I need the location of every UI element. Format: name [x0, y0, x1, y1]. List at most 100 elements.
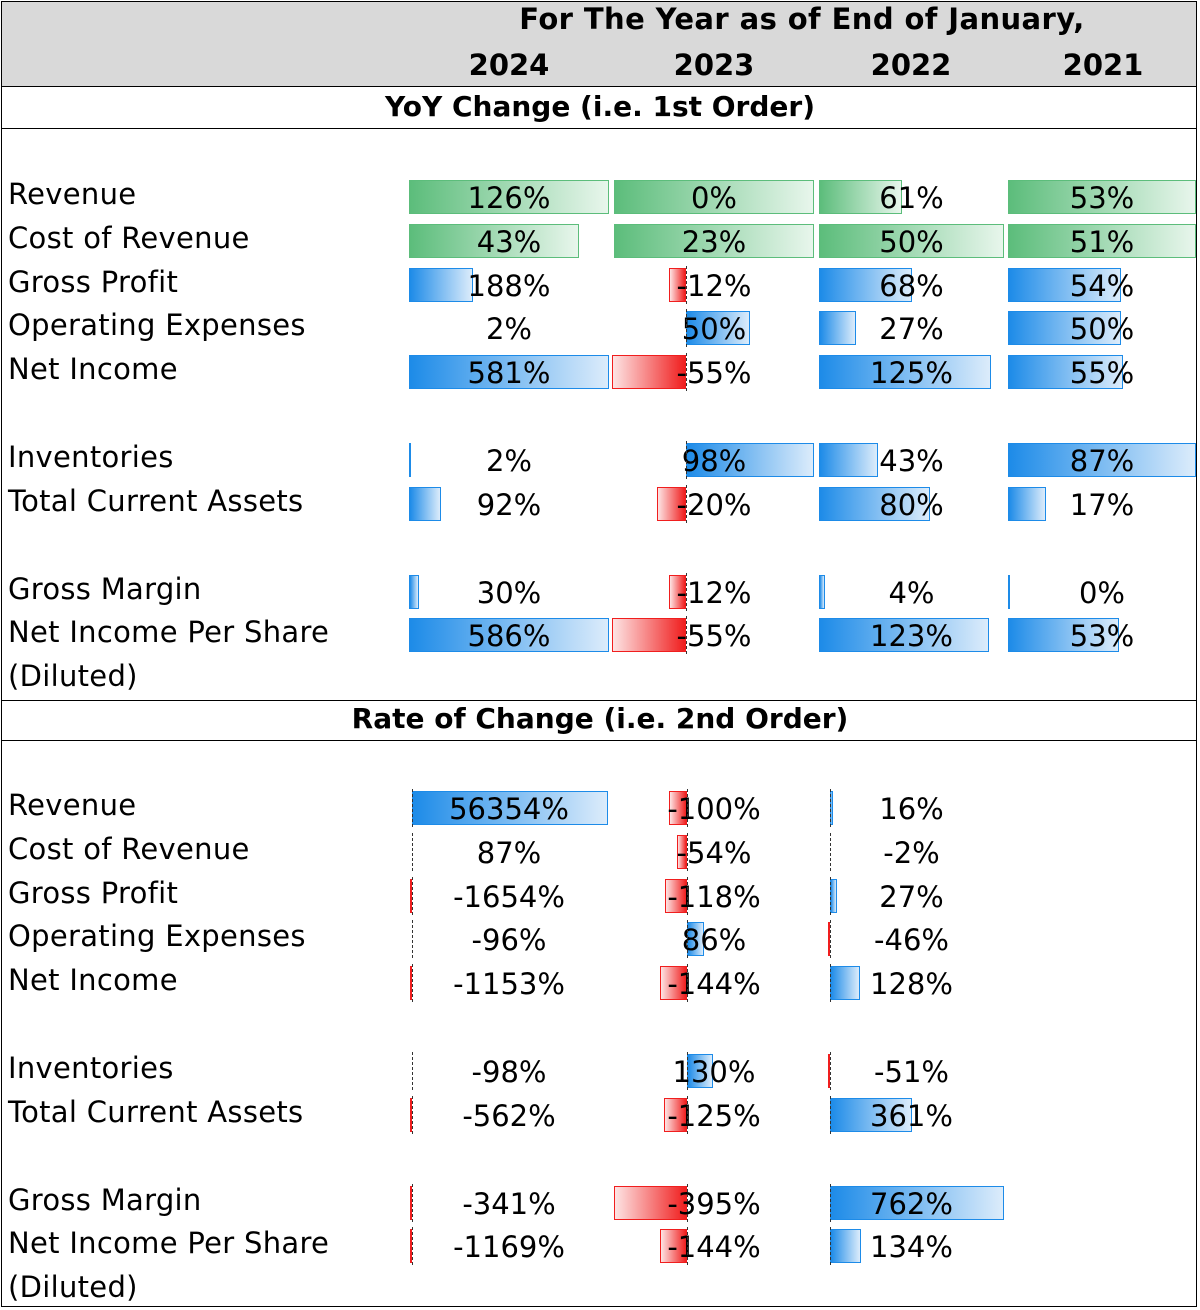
bar-axis [830, 832, 831, 871]
row-label: Gross Profit [8, 875, 179, 910]
bar-axis [830, 1052, 831, 1090]
table-cell: -96% [409, 920, 609, 959]
cell-value: -118% [667, 879, 761, 914]
bar-axis [687, 920, 688, 959]
row-label: Gross Margin [8, 571, 202, 606]
table-cell: 126% [409, 178, 609, 216]
bar-negative [828, 1054, 830, 1088]
bar-positive [1008, 180, 1196, 214]
cell-value: -1153% [453, 967, 565, 1002]
header-title: For The Year as of End of January, [519, 2, 1085, 36]
bar-positive [687, 1054, 713, 1088]
bar-axis [686, 353, 687, 392]
bar-positive [1008, 443, 1196, 477]
table-cell: 68% [819, 266, 1004, 304]
cell-value: -54% [676, 835, 752, 870]
bar-axis [830, 1183, 831, 1222]
year-2024: 2024 [468, 48, 550, 82]
table-cell: 55% [1008, 353, 1196, 391]
cell-value: 762% [870, 1186, 953, 1221]
row-label: Operating Expenses [8, 919, 306, 954]
bar-positive [1008, 311, 1121, 346]
bar-axis [687, 832, 688, 871]
table-cell: 4% [819, 573, 1004, 611]
table-cell: 188% [409, 266, 609, 304]
cell-value: 43% [476, 224, 542, 259]
table-cell: -395% [614, 1183, 814, 1222]
cell-value: -1654% [453, 879, 565, 914]
table-cell: -46% [819, 920, 1004, 959]
cell-value: 125% [870, 356, 953, 391]
cell-value: 17% [1069, 487, 1135, 522]
bar-positive [1008, 574, 1010, 609]
cell-value: 56354% [449, 792, 569, 826]
table-cell: -144% [614, 964, 814, 1003]
bar-negative [659, 1229, 687, 1264]
header-band [1, 1, 1197, 87]
row-label: Operating Expenses [8, 308, 306, 343]
bar-negative [668, 791, 687, 825]
table-cell: 53% [1008, 178, 1196, 216]
cell-value: 51% [1069, 224, 1135, 259]
bar-negative [410, 1229, 412, 1264]
year-2023: 2023 [673, 48, 755, 82]
cell-value: 27% [879, 879, 944, 914]
cell-value: -341% [462, 1186, 556, 1221]
table-cell: 53% [1008, 616, 1196, 654]
table-cell: 0% [614, 178, 814, 216]
bar-axis [412, 1052, 413, 1090]
row-label-continued: (Diluted) [8, 1270, 138, 1305]
row-label: Net Income [8, 963, 178, 998]
table-cell: 0% [1008, 573, 1196, 611]
bar-positive [819, 267, 912, 302]
table-cell: -55% [612, 353, 814, 392]
row-label: Revenue [8, 177, 137, 211]
row-label: Gross Margin [8, 1182, 202, 1217]
section-divider [1, 740, 1197, 741]
bar-axis [412, 920, 413, 959]
cell-value: 123% [870, 619, 953, 654]
cell-value: 86% [681, 923, 747, 958]
bar-positive [614, 223, 814, 258]
bar-positive [830, 1097, 912, 1132]
bar-positive [819, 180, 903, 214]
table-cell: 87% [409, 832, 609, 871]
bar-positive [1008, 355, 1123, 390]
row-label: Net Income Per Share [8, 615, 330, 650]
table-cell: -12% [614, 572, 814, 611]
bar-negative [410, 1097, 412, 1132]
cell-value: 87% [1069, 444, 1135, 478]
table-cell: -2% [819, 832, 1004, 871]
bar-positive [830, 1185, 1004, 1220]
bar-positive [819, 574, 825, 609]
bar-axis [686, 616, 687, 655]
cell-value: 0% [690, 181, 737, 215]
table-cell: -98% [409, 1052, 609, 1090]
row-label-continued: (Diluted) [8, 659, 138, 694]
row-label: Net Income Per Share [8, 1226, 330, 1261]
bar-positive [819, 223, 1004, 258]
cell-value: 128% [870, 967, 953, 1002]
bar-positive [819, 618, 990, 653]
cell-value: 581% [467, 356, 551, 391]
row-label: Cost of Revenue [8, 220, 250, 255]
row-label: Gross Profit [8, 264, 179, 299]
cell-value: -562% [462, 1098, 556, 1133]
cell-value: -46% [874, 923, 949, 958]
bar-negative [665, 878, 687, 913]
row-label: Inventories [8, 440, 174, 474]
cell-value: 23% [681, 224, 747, 259]
cell-value: -55% [676, 356, 752, 391]
cell-value: 53% [1069, 619, 1135, 654]
cell-value: 126% [467, 181, 551, 215]
bar-axis [686, 572, 687, 611]
section-title-rate: Rate of Change (i.e. 2nd Order) [351, 702, 849, 735]
bar-positive [409, 443, 411, 477]
bar-positive [1008, 223, 1196, 258]
table-cell: 87% [1008, 441, 1196, 479]
table-cell: 128% [819, 964, 1004, 1003]
row-label: Net Income [8, 352, 178, 387]
table-cell: -125% [614, 1095, 814, 1134]
bar-axis [412, 964, 413, 1003]
